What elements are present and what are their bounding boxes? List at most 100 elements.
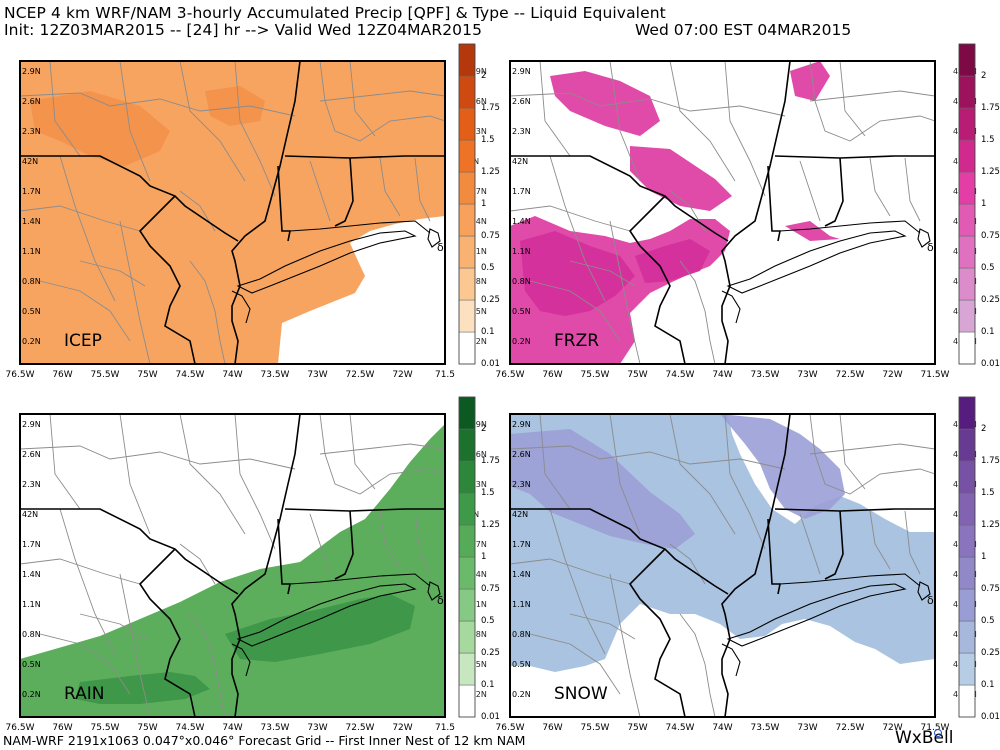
lon-tick-label: 75.5W xyxy=(581,723,610,733)
lat-tick-label: 2.9N xyxy=(512,67,531,76)
county-boundary xyxy=(679,613,716,717)
county-boundary xyxy=(669,61,736,182)
county-boundary xyxy=(49,414,81,510)
lon-tick-label: 72W xyxy=(392,370,412,380)
colorbar-tick-label: 0.01 xyxy=(981,712,1000,722)
lat-tick-label: 42N xyxy=(512,157,528,166)
precip-heavy-frzr xyxy=(520,231,635,316)
colorbar-tick-label: 1.75 xyxy=(981,103,1000,113)
lat-tick-label: 0.8N xyxy=(22,630,41,639)
lat-tick-label: 2.6N xyxy=(512,450,531,459)
precip-type-label: SNOW xyxy=(554,684,608,704)
map-snow: 76.5W 76W 75.5W 75W 74.5W 74W 73.5W 73W 72.5W 72W… xyxy=(496,413,977,733)
chart-title: NCEP 4 km WRF/NAM 3-hourly Accumulated P… xyxy=(4,4,666,22)
county-boundary xyxy=(510,92,786,117)
county-boundary xyxy=(319,90,445,102)
lat-tick-label: 0.2N xyxy=(22,690,41,699)
county-boundary xyxy=(119,414,151,535)
lon-tick-label: 72W xyxy=(882,723,902,733)
colorbar-svg-icep: 0.01 0.1 0.25 0.5 0.75 1 1.25 1.5 1.75 2 xyxy=(458,43,500,369)
lon-tick-label: 73W xyxy=(797,723,817,733)
lon-tick-label: 76W xyxy=(52,370,72,380)
map-rain: 76.5W 76W 75.5W 75W 74.5W 74W 73.5W 73W 72.5W 72W… xyxy=(6,413,487,733)
colorbar-tick-label: 0.01 xyxy=(481,712,500,722)
lat-tick-label: 2.3N xyxy=(512,480,531,489)
brand-dot-icon xyxy=(934,729,942,737)
colorbar-swatch xyxy=(458,75,476,109)
lat-tick-label: 2.6N xyxy=(22,97,41,106)
colorbar-swatch xyxy=(958,492,976,526)
county-boundary xyxy=(414,510,431,575)
panel-frzr: 76.5W 76W 75.5W 75W 74.5W 74W 73.5W 73W 72.5W 72W… xyxy=(496,60,1000,396)
map-icep: 76.5W 76W 75.5W 75W 74.5W 74W 73.5W 73W 72.5W 72W… xyxy=(6,60,487,380)
precip-heavy-icep xyxy=(205,86,265,126)
colorbar-frame xyxy=(458,43,476,365)
lat-tick-label: 1.1N xyxy=(512,600,531,609)
lon-tick-label: 76W xyxy=(542,723,562,733)
lat-tick-label: 1.4N xyxy=(512,217,531,226)
colorbar-tick-label: 1 xyxy=(481,552,486,562)
lon-tick-label: 72.5W xyxy=(346,723,375,733)
colorbar-tick-label: 2 xyxy=(981,424,986,434)
init-valid-line: Init: 12Z03MAR2015 -- [24] hr --> Valid … xyxy=(4,21,483,39)
colorbar-tick-label: 0.01 xyxy=(981,359,1000,369)
county-boundary xyxy=(414,157,431,222)
state-boundary xyxy=(628,195,686,364)
lat-tick-label: 1.1N xyxy=(512,247,531,256)
county-boundary xyxy=(234,61,276,197)
colorbar-swatch xyxy=(458,556,476,590)
colorbar-swatch xyxy=(958,428,976,462)
lon-tick-label: 73.5W xyxy=(261,723,290,733)
county-boundary xyxy=(809,414,935,495)
colorbar-tick-label: 0.75 xyxy=(481,231,500,241)
lat-tick-label: 1.1N xyxy=(22,247,41,256)
colorbar-svg-snow: 0.01 0.1 0.25 0.5 0.75 1 1.25 1.5 1.75 2 xyxy=(958,396,1000,722)
colorbar-swatch xyxy=(958,299,976,333)
county-boundary xyxy=(20,205,141,232)
lon-tick-label: 76W xyxy=(542,370,562,380)
coastline xyxy=(917,228,931,248)
colorbar-swatch xyxy=(458,524,476,558)
state-boundary xyxy=(138,195,196,364)
county-boundary xyxy=(319,414,445,495)
colorbar-swatch xyxy=(458,203,476,237)
county-boundary xyxy=(609,414,641,535)
state-boundary xyxy=(277,165,291,242)
colorbar-swatch xyxy=(958,43,976,77)
county-boundary xyxy=(20,445,296,470)
coastline xyxy=(231,290,251,324)
colorbar-tick-label: 2 xyxy=(981,71,986,81)
lon-tick-label: 75W xyxy=(137,370,157,380)
valid-time-local: Wed 07:00 EST 04MAR2015 xyxy=(635,21,852,39)
lat-tick-label: 0.5N xyxy=(22,307,41,316)
colorbar-tick-label: 0.5 xyxy=(481,263,495,273)
lat-tick-label: 2.9N xyxy=(22,67,41,76)
county-boundary xyxy=(59,508,116,655)
county-boundary xyxy=(309,513,331,575)
county-boundary xyxy=(904,510,921,575)
colorbar-swatch xyxy=(958,75,976,109)
colorbar-tick-label: 1.5 xyxy=(481,135,495,145)
county-boundary xyxy=(179,61,246,182)
colorbar-snow: 0.01 0.1 0.25 0.5 0.75 1 1.25 1.5 1.75 2 xyxy=(957,396,1000,732)
colorbar-swatch xyxy=(958,396,976,430)
state-boundary xyxy=(628,548,686,717)
county-boundary xyxy=(119,61,151,182)
colorbar-tick-label: 1.25 xyxy=(981,167,1000,177)
county-boundary xyxy=(539,414,571,510)
lon-tick-label: 74W xyxy=(222,723,242,733)
county-boundary xyxy=(799,160,821,222)
colorbar-svg-frzr: 0.01 0.1 0.25 0.5 0.75 1 1.25 1.5 1.75 2 xyxy=(958,43,1000,369)
lat-tick-label: 1.7N xyxy=(512,540,531,549)
colorbar-tick-label: 0.25 xyxy=(481,295,500,305)
map-frame xyxy=(19,60,446,365)
lon-tick-label: 71.5 xyxy=(435,370,455,380)
county-boundary xyxy=(349,414,376,490)
colorbar-swatch xyxy=(458,171,476,205)
lon-tick-label: 71.5W xyxy=(921,370,950,380)
colorbar-swatch xyxy=(458,460,476,494)
colorbar-swatch xyxy=(458,267,476,301)
colorbar-tick-label: 1.25 xyxy=(481,520,500,530)
coastline xyxy=(721,290,741,324)
county-boundary xyxy=(510,205,631,232)
